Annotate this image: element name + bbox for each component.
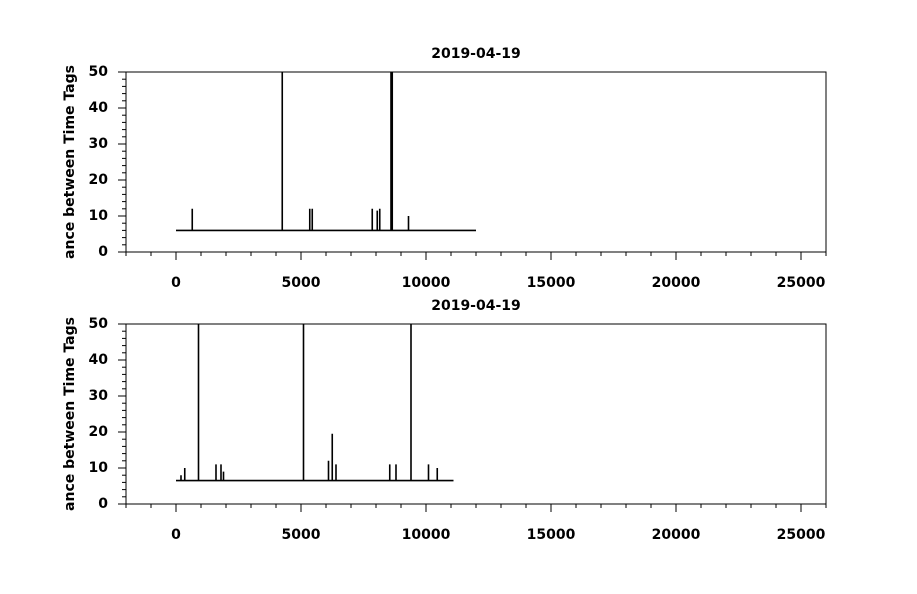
x-tick-label: 10000	[402, 527, 451, 543]
data-line	[176, 72, 476, 232]
x-tick-label: 10000	[402, 275, 451, 291]
x-tick-label: 20000	[652, 527, 701, 543]
data-line	[176, 324, 454, 482]
x-tick-label: 5000	[282, 275, 321, 291]
x-tick-label: 25000	[777, 275, 826, 291]
y-tick-label: 10	[89, 208, 109, 224]
y-axis-label: ance between Time Tags	[62, 65, 78, 259]
y-tick-label: 20	[89, 172, 109, 188]
x-tick-label: 25000	[777, 527, 826, 543]
plot-title: 2019-04-19	[431, 298, 521, 314]
x-tick-label: 15000	[527, 275, 576, 291]
y-tick-label: 40	[89, 352, 109, 368]
x-tick-label: 0	[171, 527, 181, 543]
x-tick-label: 15000	[527, 527, 576, 543]
plot-frame	[125, 323, 827, 505]
x-tick-label: 5000	[282, 527, 321, 543]
y-tick-label: 50	[89, 316, 109, 332]
plot-title: 2019-04-19	[431, 46, 521, 62]
x-tick-label: 20000	[652, 275, 701, 291]
y-tick-label: 0	[98, 496, 108, 512]
y-tick-label: 10	[89, 460, 109, 476]
x-tick-label: 0	[171, 275, 181, 291]
plot-frame	[125, 71, 827, 253]
y-tick-label: 40	[89, 100, 109, 116]
y-tick-label: 20	[89, 424, 109, 440]
y-tick-label: 30	[89, 136, 109, 152]
y-tick-label: 0	[98, 244, 108, 260]
y-tick-label: 50	[89, 64, 109, 80]
y-axis-label: ance between Time Tags	[62, 317, 78, 511]
y-tick-label: 30	[89, 388, 109, 404]
